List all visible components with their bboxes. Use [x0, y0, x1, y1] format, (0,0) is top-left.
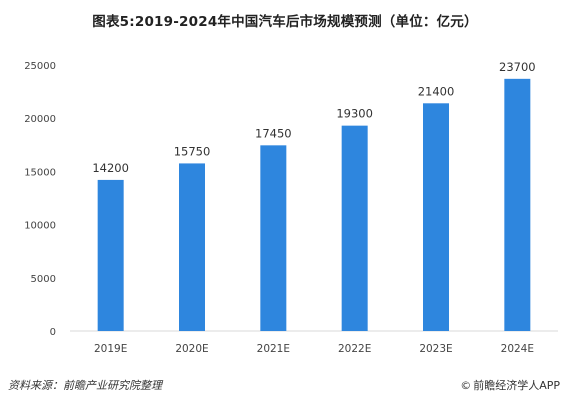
bar [341, 125, 368, 331]
x-tick-label: 2020E [175, 343, 208, 355]
chart-title: 图表5:2019-2024年中国汽车后市场规模预测（单位：亿元） [92, 14, 478, 30]
data-label: 17450 [255, 126, 292, 140]
x-tick-label: 2021E [257, 343, 290, 355]
bar [97, 179, 124, 331]
copyright-icon: © [460, 379, 472, 392]
data-label: 19300 [336, 107, 373, 121]
bar [423, 103, 449, 331]
credit-text: 前瞻经济学人APP [473, 379, 560, 392]
y-tick-label: 15000 [24, 167, 56, 178]
y-tick-label: 20000 [24, 114, 56, 125]
data-label: 14200 [92, 161, 129, 175]
credit-line: © 前瞻经济学人APP [460, 377, 560, 393]
bar [179, 163, 205, 331]
data-label: 15750 [174, 144, 211, 158]
y-tick-label: 25000 [24, 61, 56, 72]
data-label: 21400 [418, 84, 455, 98]
data-label: 23700 [499, 60, 536, 74]
y-tick-label: 0 [50, 327, 56, 338]
x-tick-label: 2022E [338, 343, 371, 355]
source-note: 资料来源：前瞻产业研究院整理 [8, 379, 162, 392]
bar [260, 145, 287, 331]
y-tick-label: 5000 [31, 274, 56, 285]
x-tick-label: 2024E [501, 343, 534, 355]
x-tick-label: 2019E [94, 343, 127, 355]
bar [504, 78, 531, 331]
x-tick-label: 2023E [419, 343, 452, 355]
y-tick-label: 10000 [24, 221, 56, 232]
